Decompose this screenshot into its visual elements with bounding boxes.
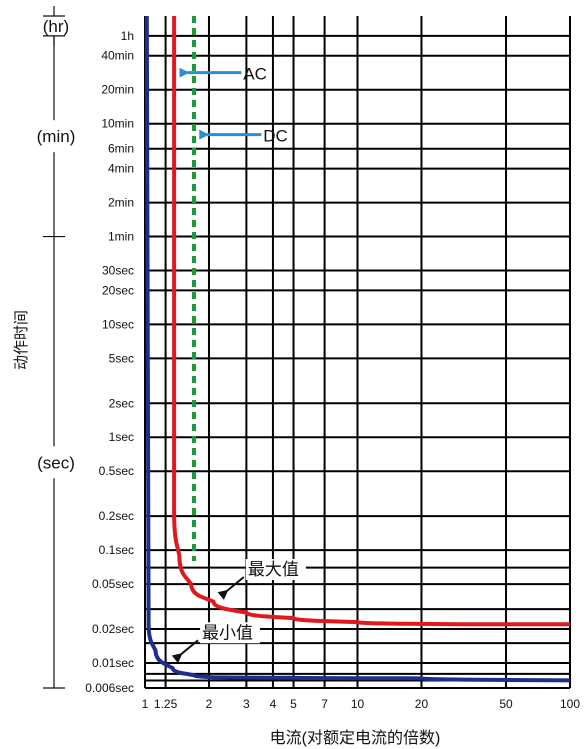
y-tick-label: 0.02sec <box>92 622 134 636</box>
x-tick-label: 100 <box>560 697 580 711</box>
y-tick-label: 5sec <box>109 351 134 365</box>
annotation-bg <box>245 559 306 581</box>
y-tick-label: 30sec <box>102 264 134 278</box>
x-tick-labels: 1 1.25 2 3 4 5 7 10 20 50 100 <box>142 697 581 711</box>
annotation-arrow <box>171 639 199 664</box>
x-tick-label: 1.25 <box>154 697 178 711</box>
y-unit-groups: (hr) (min) (sec) <box>37 5 76 689</box>
y-tick-label: 0.006sec <box>85 681 134 695</box>
annotation-label: 最小值 <box>202 623 253 642</box>
x-tick-label: 1 <box>142 697 149 711</box>
series-line-0 <box>172 16 570 627</box>
x-tick-label: 5 <box>290 697 297 711</box>
annotation-label: AC <box>243 65 267 84</box>
y-tick-label: 2min <box>108 196 134 210</box>
y-tick-label: 0.1sec <box>99 543 134 557</box>
y-tick-label: 20min <box>101 83 134 97</box>
y-tick-label: 2sec <box>109 396 134 410</box>
y-tick-label: 10sec <box>102 317 134 331</box>
y-tick-label: 6min <box>108 142 134 156</box>
x-tick-label: 50 <box>499 697 513 711</box>
y-tick-label: 1sec <box>109 430 134 444</box>
unit-group-label: (min) <box>37 127 76 146</box>
y-tick-label: 40min <box>101 49 134 63</box>
x-tick-label: 7 <box>321 697 328 711</box>
x-tick-label: 3 <box>243 697 250 711</box>
series-line-1 <box>144 15 571 683</box>
annotation-label: 最大值 <box>248 560 299 579</box>
x-axis-label: 电流(对额定电流的倍数) <box>270 729 441 747</box>
y-tick-label: 20sec <box>102 283 134 297</box>
annotation-label: DC <box>263 127 288 146</box>
x-tick-label: 2 <box>206 697 213 711</box>
y-axis-label: 动作时间 <box>13 310 30 370</box>
unit-group-label: (hr) <box>43 17 69 36</box>
y-tick-label: 10min <box>101 117 134 131</box>
y-tick-label: 0.5sec <box>99 464 134 478</box>
y-tick-labels: 1h 40min 20min 10min 6min 4min 2min 1min 30sec 20… <box>85 29 134 695</box>
series-lines <box>144 15 571 683</box>
y-tick-label: 1h <box>121 29 134 43</box>
y-tick-label: 0.01sec <box>92 656 134 670</box>
y-tick-label: 0.05sec <box>92 577 134 591</box>
unit-group-label: (sec) <box>37 453 75 472</box>
x-tick-label: 20 <box>415 697 429 711</box>
x-tick-label: 10 <box>351 697 365 711</box>
annotation-bg <box>200 622 261 644</box>
annotation-arrow <box>217 576 245 600</box>
y-tick-label: 1min <box>108 230 134 244</box>
x-tick-label: 4 <box>270 697 277 711</box>
grid <box>144 16 571 689</box>
y-tick-label: 0.2sec <box>99 509 134 523</box>
y-tick-label: 4min <box>108 162 134 176</box>
